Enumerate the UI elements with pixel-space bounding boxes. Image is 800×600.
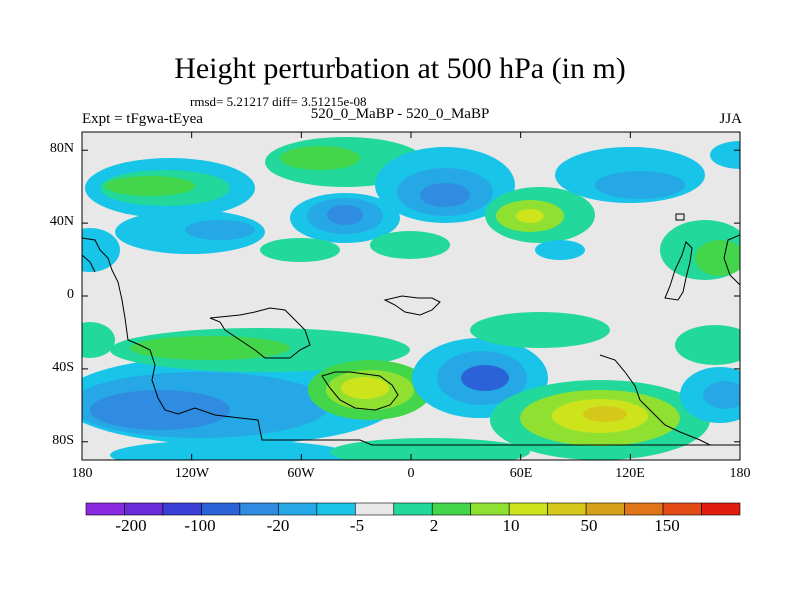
x-tick-label-120w: 120W bbox=[174, 466, 210, 481]
colorbar-label-neg20: -20 bbox=[266, 516, 290, 535]
colorbar-swatch-13 bbox=[585, 502, 625, 516]
x-tick-label-0: 0 bbox=[407, 466, 415, 481]
coastline-east-ridge-path bbox=[664, 241, 693, 301]
continent-outlines bbox=[82, 213, 740, 446]
coastline-pacific-sector-path bbox=[599, 354, 711, 446]
colorbar-swatch-4 bbox=[239, 502, 279, 516]
colorbar-label-10: 10 bbox=[502, 516, 520, 535]
colorbar-swatch-0 bbox=[85, 502, 125, 516]
colorbar-swatch-16 bbox=[701, 502, 741, 516]
coastline-eastern-edge-path bbox=[723, 234, 740, 286]
colorbar-swatch-10 bbox=[470, 502, 510, 516]
experiment-label: Expt = tFgwa-tEyea bbox=[82, 111, 203, 127]
coastline-small-continent-path bbox=[209, 307, 311, 359]
colorbar-label-150: 150 bbox=[654, 516, 680, 535]
y-tick-label-40n: 40N bbox=[49, 214, 74, 229]
contour-nh-mid-core bbox=[280, 146, 360, 170]
coastline-south-american-path bbox=[82, 237, 740, 446]
colorbar bbox=[85, 502, 741, 516]
colorbar-label-2: 2 bbox=[429, 516, 439, 535]
contour-nh-dateline-cyan bbox=[82, 228, 120, 272]
contour-sh-pacific-peak bbox=[583, 406, 627, 422]
contour-sh-dateline-green bbox=[82, 322, 115, 358]
contour-nh-arctic-cyan bbox=[710, 141, 740, 169]
contour-sh-tropic-green bbox=[470, 312, 610, 348]
colorbar-swatch-6 bbox=[316, 502, 356, 516]
colorbar-swatch-15 bbox=[662, 502, 702, 516]
contour-sh-atlantic-peak bbox=[341, 377, 389, 399]
colorbar-label-50: 50 bbox=[580, 516, 598, 535]
colorbar-label-neg200: -200 bbox=[115, 516, 147, 535]
colorbar-swatch-1 bbox=[124, 502, 164, 516]
coastline-western-edge-path bbox=[82, 254, 96, 273]
contour-nh-europe-core bbox=[420, 183, 470, 207]
colorbar-swatch-2 bbox=[162, 502, 202, 516]
contour-nh-pacific-blue bbox=[595, 171, 685, 199]
contour-nh-asia-peak bbox=[516, 209, 544, 223]
x-tick-label-180e: 180 bbox=[729, 466, 751, 481]
y-tick-label-40s: 40S bbox=[52, 360, 74, 375]
colorbar-swatch-5 bbox=[278, 502, 318, 516]
colorbar-swatch-3 bbox=[201, 502, 241, 516]
contour-nh-west-core bbox=[105, 176, 195, 196]
contour-sh-polar-cyan bbox=[110, 440, 350, 460]
y-tick-label-80n: 80N bbox=[49, 141, 74, 156]
colorbar-swatch-8 bbox=[393, 502, 433, 516]
contour-nh-subtropic-west bbox=[260, 238, 340, 262]
colorbar-label-neg5: -5 bbox=[349, 516, 365, 535]
chart-title: Height perturbation at 500 hPa (in m) bbox=[174, 52, 626, 85]
x-tick-label-60w: 60W bbox=[287, 466, 315, 481]
contour-nh-subtropic-green bbox=[370, 231, 450, 259]
coastline-atlantic-island-path bbox=[321, 371, 399, 411]
contour-nh-west-south-core bbox=[185, 220, 255, 240]
rmsd-diff-stats: rmsd= 5.21217 diff= 3.51215e-08 bbox=[190, 94, 367, 109]
coastline-equatorial-island-path bbox=[383, 295, 441, 316]
contour-sh-polar-green bbox=[330, 438, 530, 460]
colorbar-swatch-9 bbox=[431, 502, 472, 516]
contour-sh-east-green bbox=[675, 325, 740, 365]
contour-sh-west-core bbox=[90, 390, 230, 430]
coastline-small-islet-path bbox=[675, 213, 685, 221]
contour-nh-subtropic-cyan bbox=[535, 240, 585, 260]
contour-nh-east-core bbox=[695, 240, 740, 276]
colorbar-swatch-12 bbox=[547, 502, 587, 516]
axis-ticks bbox=[81, 132, 741, 460]
y-tick-label-80s: 80S bbox=[52, 433, 74, 448]
x-tick-label-60e: 60E bbox=[509, 466, 533, 481]
contour-field bbox=[82, 132, 740, 460]
y-tick-label-0: 0 bbox=[67, 287, 74, 302]
colorbar-label-neg100: -100 bbox=[184, 516, 216, 535]
colorbar-swatch-14 bbox=[624, 502, 664, 516]
colorbar-swatch-7 bbox=[354, 502, 395, 516]
contour-sh-subtropic-core bbox=[130, 336, 290, 360]
colorbar-swatch-11 bbox=[508, 502, 548, 516]
x-tick-label-120e: 120E bbox=[615, 466, 645, 481]
contour-nh-atlantic-core bbox=[327, 205, 363, 225]
contour-sh-indian-core bbox=[461, 365, 509, 391]
period-label: 520_0_MaBP - 520_0_MaBP bbox=[310, 106, 490, 122]
x-tick-label-180w: 180 bbox=[71, 466, 93, 481]
season-label: JJA bbox=[719, 111, 742, 127]
contour-sh-east-blue bbox=[703, 381, 740, 409]
